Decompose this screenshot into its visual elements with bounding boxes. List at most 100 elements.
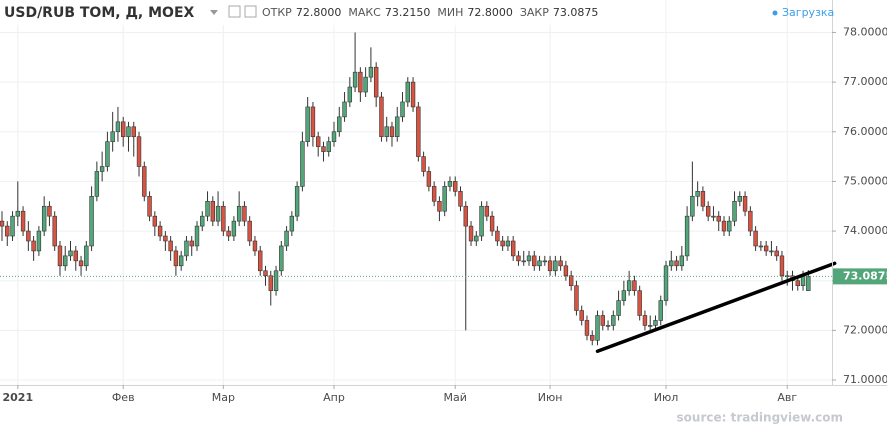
candle-body [437, 200, 442, 212]
candle-body [247, 220, 252, 242]
candle-body [568, 275, 574, 286]
candle-body [189, 240, 194, 247]
candle-body [674, 260, 679, 267]
candle-body [15, 210, 21, 217]
candle-body [84, 245, 89, 267]
candle-body [105, 141, 110, 167]
candle-body [458, 191, 463, 207]
candle-body [115, 121, 121, 133]
candle-body [20, 210, 26, 232]
candle-body [405, 81, 410, 103]
candle-body [421, 156, 426, 172]
candle-body [152, 215, 158, 227]
candle-body [315, 136, 321, 147]
candle-body [447, 181, 453, 187]
candle-body [727, 220, 732, 232]
candle-body [379, 96, 384, 138]
candle-body [684, 215, 690, 257]
candle-body [637, 290, 642, 316]
field-value: 73.0875 [553, 6, 599, 19]
candle-body [774, 250, 779, 257]
candle-body [742, 196, 748, 212]
candle-body [63, 255, 68, 267]
candle-body [300, 141, 305, 187]
x-tick-label: Май [444, 391, 467, 404]
candle-body [36, 230, 42, 252]
candle-body [626, 280, 632, 291]
candle-body [89, 196, 94, 247]
candle-body [205, 200, 210, 217]
candle-body [78, 260, 84, 267]
candle-body [326, 141, 331, 152]
source: source: tradingview.com [677, 411, 843, 425]
candle-body [395, 116, 400, 138]
candle-body [410, 81, 416, 108]
ohlc-fields: ОТКР 72.8000 МАКС 73.2150 МИН 72.8000 ЗАКР 73.0… [262, 6, 598, 19]
candle-body [532, 255, 537, 267]
candle-body [605, 325, 611, 327]
candle-body [584, 320, 590, 336]
candle-body [669, 260, 674, 267]
candle-body [163, 235, 168, 242]
candle-body [373, 66, 379, 98]
candle-body [47, 205, 52, 217]
field-value: 72.8000 [467, 6, 513, 19]
candle-body [5, 225, 10, 237]
candle-body [463, 205, 468, 227]
candle-body [52, 215, 57, 247]
x-tick-label: 2021 [2, 391, 33, 404]
candle-body [10, 215, 15, 237]
x-tick-label: Фев [112, 391, 135, 404]
field-label: ЗАКР [520, 6, 549, 19]
candle-body [252, 240, 258, 252]
candle-body [215, 205, 221, 222]
candle-body [510, 240, 516, 257]
candle-body [200, 215, 205, 227]
candle-body [442, 186, 447, 212]
trend-line [595, 261, 837, 353]
candle-body [400, 101, 405, 118]
candle-body [73, 250, 78, 262]
candle-body [258, 250, 263, 272]
gear-icon[interactable] [244, 5, 257, 18]
candle-body [563, 265, 569, 277]
y-tick-label: 75.0000 [843, 174, 887, 187]
candle-body [542, 260, 548, 263]
field-value: 72.8000 [296, 6, 342, 19]
candle-body [121, 121, 126, 138]
candle-body [785, 275, 790, 278]
candle-body [284, 230, 289, 247]
candle-body [658, 300, 663, 321]
dropdown-icon[interactable] [210, 10, 218, 15]
candle-body [806, 276, 811, 291]
candle-body [737, 196, 743, 202]
candle-body [363, 76, 368, 93]
candle-body [769, 250, 774, 253]
x-tick-label: Авг [777, 391, 797, 404]
candle-body [194, 225, 200, 247]
last-price-label: 73.0875 [843, 269, 887, 282]
candle-body [321, 146, 326, 152]
candle-body [616, 300, 621, 316]
candle-body [763, 245, 769, 252]
settings-icon[interactable] [228, 5, 241, 18]
candle-body [268, 275, 273, 291]
candle-body [484, 205, 490, 217]
candle-body [695, 191, 700, 197]
candle-body [468, 225, 474, 242]
candle-body [479, 205, 484, 237]
x-tick-label: Июл [654, 391, 679, 404]
candle-body [705, 205, 711, 217]
symbol[interactable]: USD/RUB TOM, Д, MOEX [4, 5, 195, 21]
candle-body [505, 240, 511, 247]
candle-body [41, 205, 47, 232]
candle-body [426, 171, 432, 187]
candle-body [642, 315, 648, 326]
candle-body [184, 240, 189, 257]
candle-body [721, 220, 727, 232]
candle-body [574, 285, 579, 311]
candle-body [537, 260, 542, 267]
field-label: ОТКР [262, 6, 292, 19]
